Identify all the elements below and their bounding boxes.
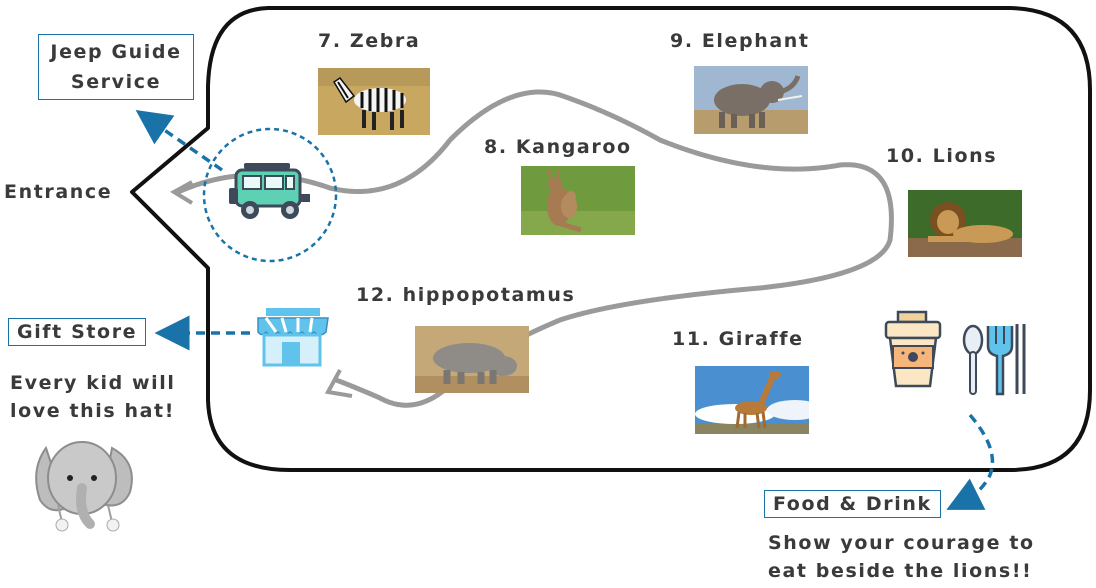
elephant-hat-image xyxy=(35,441,133,532)
giraffe-photo xyxy=(695,366,809,434)
zebra-photo xyxy=(318,68,430,135)
gift-store-caption: Every kid will love this hat! xyxy=(10,369,175,425)
jeep-icon xyxy=(229,163,310,219)
hippo-photo xyxy=(415,326,529,393)
gift-store-box[interactable]: Gift Store xyxy=(8,318,147,346)
jeep-guide-line2: Service xyxy=(70,71,162,93)
shop-icon xyxy=(257,308,329,367)
route-arrowhead-entrance xyxy=(170,180,194,205)
gift-caption-line1: Every kid will xyxy=(10,372,176,394)
coffee-cup-icon xyxy=(884,310,942,388)
elephant-photo xyxy=(694,66,808,134)
stop-label-kangaroo: 8. Kangaroo xyxy=(484,136,632,158)
jeep-guide-line1: Jeep Guide xyxy=(50,41,182,63)
stop-label-hippopotamus: 12. hippopotamus xyxy=(356,284,576,306)
stop-label-zebra: 7. Zebra xyxy=(318,30,421,52)
stop-label-giraffe: 11. Giraffe xyxy=(672,328,804,350)
food-caption-line2: eat beside the lions!! xyxy=(768,560,1033,582)
stop-label-lions: 10. Lions xyxy=(886,145,998,167)
route-arrowhead-end xyxy=(324,369,353,398)
food-drink-arrow xyxy=(946,413,995,510)
food-caption-line1: Show your courage to xyxy=(768,532,1035,554)
food-drink-caption: Show your courage to eat beside the lion… xyxy=(768,529,1035,585)
food-drink-box[interactable]: Food & Drink xyxy=(764,490,941,518)
lion-photo xyxy=(908,190,1022,257)
cutlery-icon xyxy=(962,324,1026,396)
stop-label-elephant: 9. Elephant xyxy=(670,30,810,52)
jeep-highlight-circle xyxy=(202,127,338,263)
gift-caption-line2: love this hat! xyxy=(10,400,175,422)
jeep-guide-service-box[interactable]: Jeep Guide Service xyxy=(38,34,194,100)
park-boundary xyxy=(130,6,1092,472)
kangaroo-photo xyxy=(521,166,635,235)
entrance-label: Entrance xyxy=(4,181,113,203)
